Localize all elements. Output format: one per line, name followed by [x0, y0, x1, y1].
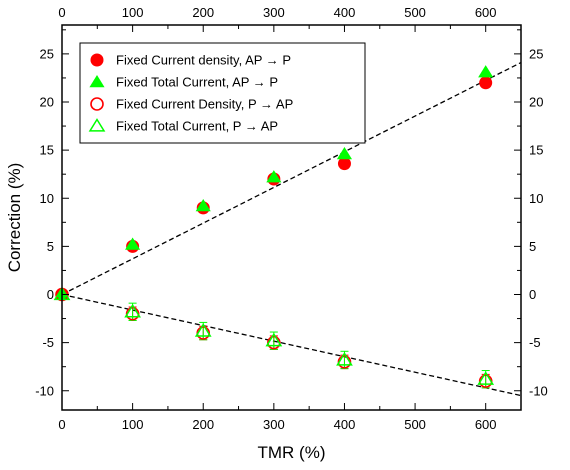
y-tick-label-left: -5 — [42, 335, 54, 350]
fit-line — [61, 293, 522, 397]
data-point — [477, 371, 495, 385]
data-point — [195, 198, 211, 212]
data-point — [265, 332, 283, 347]
y-tick-label-right: 15 — [529, 143, 543, 158]
tick-labels: 00100100200200300300400400500500600600-1… — [35, 5, 548, 432]
x-tick-label-bottom: 400 — [334, 417, 356, 432]
x-tick-label-bottom: 100 — [122, 417, 144, 432]
data-point — [479, 76, 493, 90]
y-tick-label-left: 0 — [47, 287, 54, 302]
x-tick-label-bottom: 600 — [475, 417, 497, 432]
y-tick-label-right: 10 — [529, 191, 543, 206]
data-point — [336, 146, 353, 160]
data-point — [337, 157, 351, 171]
y-tick-label-right: 25 — [529, 46, 543, 61]
data-point — [336, 352, 353, 366]
legend: Fixed Current density, AP → P Fixed Total… — [79, 42, 366, 144]
x-tick-label-bottom: 200 — [192, 417, 214, 432]
x-tick-label-bottom: 500 — [404, 417, 426, 432]
x-axis-title: TMR (%) — [258, 443, 326, 462]
y-tick-label-left: 20 — [40, 95, 54, 110]
x-tick-label-bottom: 0 — [58, 417, 65, 432]
data-point — [124, 303, 141, 318]
x-tick-label-top: 0 — [58, 5, 65, 20]
x-tick-label-top: 400 — [334, 5, 356, 20]
x-tick-label-top: 500 — [404, 5, 426, 20]
legend-marker — [90, 53, 104, 67]
data-point — [478, 65, 494, 78]
legend-marker — [88, 118, 106, 132]
fit-lines — [61, 61, 522, 397]
data-point — [125, 237, 141, 250]
x-tick-label-top: 300 — [263, 5, 285, 20]
y-tick-label-left: -10 — [35, 383, 54, 398]
y-tick-label-left: 15 — [40, 143, 54, 158]
legend-label: Fixed Current density, AP → P — [116, 53, 291, 68]
y-tick-label-right: 0 — [529, 287, 536, 302]
y-tick-label-right: 20 — [529, 95, 543, 110]
y-tick-label-left: 10 — [40, 191, 54, 206]
legend-marker — [89, 75, 105, 88]
y-tick-label-right: 5 — [529, 239, 536, 254]
y-axis-title: Correction (%) — [5, 163, 24, 273]
legend-label: Fixed Total Current, P → AP — [116, 119, 278, 134]
fit-line — [61, 61, 522, 296]
data-point — [194, 323, 212, 337]
y-tick-label-left: 25 — [40, 46, 54, 61]
x-tick-label-bottom: 300 — [263, 417, 285, 432]
legend-box — [79, 42, 366, 144]
plot-frame — [61, 24, 522, 411]
y-tick-label-right: -10 — [529, 383, 548, 398]
legend-marker — [90, 97, 104, 111]
y-tick-label-right: -5 — [529, 335, 541, 350]
legend-label: Fixed Current Density, P → AP — [116, 97, 293, 112]
error-bars — [128, 302, 490, 389]
y-tick-label-left: 5 — [47, 239, 54, 254]
x-tick-label-top: 200 — [192, 5, 214, 20]
axis-ticks — [61, 25, 521, 410]
legend-label: Fixed Total Current, AP → P — [116, 75, 278, 90]
x-tick-label-top: 100 — [122, 5, 144, 20]
data-point — [266, 170, 282, 183]
x-tick-label-top: 600 — [475, 5, 497, 20]
